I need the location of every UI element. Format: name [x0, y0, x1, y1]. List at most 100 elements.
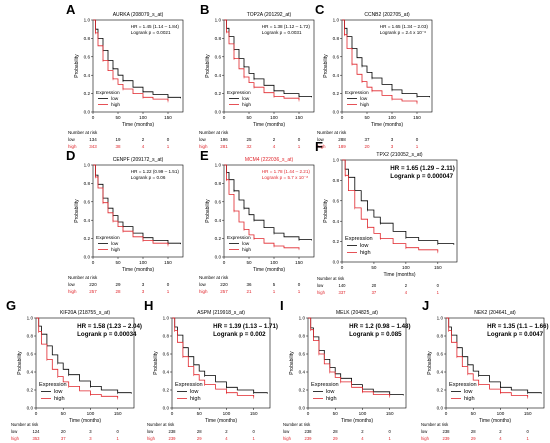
- panel-letter: D: [66, 148, 75, 163]
- legend-label-high: high: [326, 396, 337, 402]
- risk-value: 3: [89, 429, 92, 434]
- km-curve-high: [308, 317, 391, 397]
- km-panel-c: C CCNB2 (202705_at) 0.0 0.2 0.4 0.6 0.8 1.0 0 50 1…: [315, 2, 433, 149]
- y-tick-label: 1.0: [333, 18, 340, 23]
- y-tick-label: 0.8: [84, 181, 91, 186]
- x-tick-label: 50: [371, 265, 377, 270]
- legend-label-low: low: [360, 243, 369, 249]
- x-tick-label: 150: [413, 115, 421, 120]
- km-panel-a: A AURKA (208079_s_at) 0.0 0.2 0.4 0.6 0.8 1.0 0 5…: [66, 2, 184, 149]
- y-axis-label: Probability: [74, 199, 80, 223]
- risk-value: 29: [333, 436, 338, 441]
- x-axis-label: Time (months): [122, 267, 154, 273]
- risk-row-label-low: low: [317, 137, 325, 142]
- x-tick-label: 50: [246, 115, 252, 120]
- x-axis-label: Time (months): [341, 418, 373, 424]
- legend-label-low: low: [242, 241, 250, 247]
- logrank-p: Logrank p = 2.4 x 10⁻⁶: [380, 30, 426, 35]
- y-tick-label: 0.8: [299, 334, 306, 339]
- risk-value: 343: [89, 144, 97, 149]
- y-tick-label: 0.6: [215, 54, 222, 59]
- y-tick-label: 0.0: [84, 110, 91, 115]
- y-tick-label: 0.0: [27, 406, 34, 411]
- risk-row-label-low: low: [199, 282, 207, 287]
- hazard-ratio: HR = 1.45 (1.14 – 1.84): [131, 24, 180, 29]
- panel-letter: I: [280, 298, 284, 313]
- risk-row-label-low: low: [147, 429, 154, 434]
- x-tick-label: 50: [197, 411, 203, 416]
- legend-label-low: low: [464, 389, 473, 395]
- risk-row-label-low: low: [68, 137, 76, 142]
- y-tick-label: 1.0: [215, 163, 222, 168]
- y-tick-label: 1.0: [163, 316, 170, 321]
- risk-header: Number at risk: [317, 130, 347, 135]
- km-curve-high: [446, 317, 529, 398]
- panel-letter: H: [144, 298, 153, 313]
- y-tick-label: 0.4: [437, 370, 444, 375]
- x-tick-label: 0: [341, 265, 344, 270]
- risk-header: Number at risk: [421, 422, 449, 427]
- risk-value: 1: [273, 289, 276, 294]
- y-tick-label: 0.4: [299, 370, 306, 375]
- risk-value: 1: [388, 436, 391, 441]
- km-panel-f: F TPX2 (210052_s_at) 0.0 0.2 0.4 0.6 0.8 1.0 0 50…: [315, 139, 458, 295]
- panel-letter: C: [315, 2, 325, 17]
- risk-value: 20: [364, 144, 370, 149]
- risk-value: 140: [339, 283, 347, 288]
- y-tick-label: 0.6: [84, 54, 91, 59]
- risk-row-label-low: low: [317, 283, 324, 288]
- legend-title: Expression: [96, 90, 120, 96]
- y-tick-label: 0.4: [333, 73, 340, 78]
- legend-label-high: high: [242, 102, 251, 108]
- risk-row-label-low: low: [421, 429, 428, 434]
- x-axis-label: Time (months): [383, 272, 415, 278]
- panel-title: AURKA (208079_s_at): [113, 12, 164, 18]
- logrank-p: Logrank p = 0.085: [349, 331, 402, 338]
- risk-value: 0: [526, 429, 529, 434]
- risk-value: 238: [305, 429, 313, 434]
- panel-letter: J: [422, 298, 429, 313]
- panel-title: MELK (204825_at): [336, 310, 378, 316]
- legend-label-low: low: [111, 96, 119, 102]
- risk-value: 28: [197, 429, 202, 434]
- risk-value: 36: [246, 282, 252, 287]
- x-axis-label: Time (months): [253, 122, 285, 128]
- km-panel-g: G KIF20A (218755_s_at) 0.0 0.2 0.4 0.6 0.8 1.0 0…: [6, 298, 142, 441]
- risk-value: 288: [338, 137, 346, 142]
- y-tick-label: 0.2: [163, 388, 170, 393]
- risk-header: Number at risk: [68, 130, 98, 135]
- risk-header: Number at risk: [147, 422, 175, 427]
- risk-value: 29: [115, 282, 121, 287]
- x-tick-label: 150: [295, 115, 303, 120]
- risk-value: 4: [225, 436, 228, 441]
- y-axis-label: Probability: [205, 199, 211, 223]
- legend-label-high: high: [242, 247, 251, 253]
- y-tick-label: 0.2: [215, 236, 222, 241]
- panel-title: NEK2 (204641_at): [474, 310, 516, 316]
- km-curve-high: [342, 19, 418, 103]
- risk-value: 0: [167, 282, 170, 287]
- panel-title: TPX2 (210052_s_at): [376, 152, 422, 158]
- y-axis-label: Probability: [74, 54, 80, 78]
- risk-value: 220: [220, 282, 228, 287]
- x-tick-label: 100: [270, 260, 278, 265]
- x-tick-label: 100: [388, 115, 396, 120]
- risk-value: 337: [339, 290, 347, 295]
- y-tick-label: 0.4: [84, 218, 91, 223]
- risk-value: 4: [405, 290, 408, 295]
- x-tick-label: 50: [61, 411, 67, 416]
- risk-value: 1: [416, 144, 419, 149]
- logrank-p: Logrank p = 0.000047: [390, 173, 453, 180]
- plot-frame: [341, 19, 433, 113]
- risk-value: 134: [89, 137, 97, 142]
- risk-value: 239: [305, 436, 313, 441]
- y-tick-label: 0.2: [215, 91, 222, 96]
- y-tick-label: 0.8: [215, 181, 222, 186]
- x-tick-label: 150: [114, 411, 122, 416]
- km-panel-h: H ASPM (219918_s_at) 0.0 0.2 0.4 0.6 0.8 1.0 0 50…: [144, 298, 278, 441]
- y-axis-label: Probability: [427, 351, 433, 375]
- x-tick-label: 50: [364, 115, 370, 120]
- x-tick-label: 0: [92, 115, 95, 120]
- y-tick-label: 0.4: [333, 219, 340, 224]
- y-tick-label: 1.0: [215, 18, 222, 23]
